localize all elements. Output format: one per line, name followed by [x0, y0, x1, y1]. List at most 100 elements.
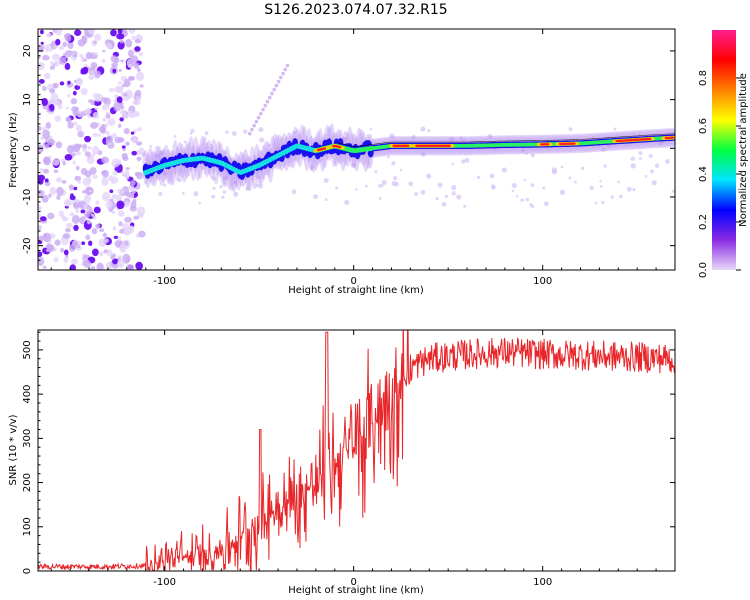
noise-dot — [47, 244, 55, 252]
noise-dot — [111, 133, 118, 139]
noise-dot — [120, 104, 125, 110]
noise-dot — [65, 228, 71, 233]
noise-dot — [105, 261, 114, 269]
noise-dot — [54, 115, 62, 122]
faint-dot — [543, 201, 549, 207]
noise-dot — [117, 236, 122, 242]
streak-dot — [259, 111, 263, 116]
noise-dot — [83, 202, 91, 212]
noise-dot — [101, 191, 111, 202]
noise-dot — [123, 114, 130, 119]
faint-dot — [222, 175, 228, 181]
noise-dot — [69, 264, 76, 270]
noise-dot — [128, 63, 133, 68]
noise-dot — [100, 97, 108, 103]
snr-x-tick-label: 0 — [350, 577, 356, 588]
snr-x-tick-label: 100 — [533, 577, 552, 588]
faint-dot — [487, 133, 493, 139]
noise-dot — [94, 70, 101, 78]
faint-dot — [461, 159, 466, 164]
faint-dot — [462, 138, 466, 143]
noise-dot — [114, 85, 123, 94]
faint-dot — [515, 195, 519, 198]
noise-dot — [134, 38, 141, 44]
streak-dot — [276, 79, 281, 84]
ridge-hot-core — [647, 137, 652, 141]
faint-dot — [211, 176, 216, 181]
noise-dot — [50, 92, 59, 103]
streak-dot — [263, 103, 268, 108]
noise-dot — [83, 108, 92, 115]
noise-dot — [80, 209, 86, 214]
snr-y-tick-label: 200 — [22, 473, 33, 492]
noise-dot — [38, 251, 43, 258]
noise-dot — [136, 127, 143, 132]
faint-dot — [381, 179, 387, 186]
noise-dot — [70, 258, 78, 265]
noise-dot — [117, 210, 125, 217]
noise-dot — [107, 118, 116, 126]
snr-line — [38, 330, 675, 571]
faint-dot — [560, 165, 564, 169]
faint-dot — [589, 185, 594, 190]
faint-dot — [141, 152, 146, 157]
ridge-hot-outer — [650, 136, 655, 141]
colorbar-tick-label: 0.6 — [698, 118, 709, 134]
faint-dot — [212, 186, 216, 190]
noise-dot — [125, 175, 130, 180]
noise-dot — [117, 41, 125, 50]
snr-y-tick-label: 0 — [22, 568, 33, 574]
faint-dot — [177, 177, 182, 183]
faint-dot — [324, 198, 328, 202]
colorbar-tick-label: 0.0 — [698, 262, 709, 278]
noise-dot — [102, 49, 106, 53]
faint-dot — [233, 191, 239, 197]
noise-dot — [92, 132, 98, 137]
noise-dot — [83, 194, 91, 204]
noise-dot — [116, 200, 125, 210]
noise-dot — [125, 39, 133, 48]
spectrogram-noise-region — [38, 29, 675, 270]
faint-dot — [632, 187, 636, 192]
faint-dot — [394, 181, 399, 187]
noise-dot — [121, 152, 128, 160]
faint-dot — [426, 173, 432, 179]
noise-dot — [71, 214, 80, 224]
noise-dot — [102, 117, 107, 122]
faint-dot — [374, 170, 378, 174]
noise-dot — [117, 81, 123, 85]
noise-dot — [50, 60, 54, 66]
faint-dot — [204, 131, 209, 136]
faint-dot — [644, 174, 648, 178]
faint-dot — [601, 200, 605, 205]
noise-dot — [72, 110, 79, 117]
faint-dot — [542, 186, 546, 190]
faint-dot — [318, 140, 322, 145]
colorbar-tick-label: 0.2 — [698, 214, 709, 230]
noise-dot — [112, 258, 119, 265]
noise-dot — [88, 74, 94, 81]
noise-dot — [101, 127, 105, 133]
noise-dot — [74, 29, 82, 36]
faint-dot — [559, 189, 566, 195]
spectrogram-ridge — [142, 123, 675, 193]
noise-dot — [113, 99, 118, 103]
noise-dot — [70, 98, 78, 105]
noise-dot — [117, 259, 125, 268]
noise-dot — [125, 141, 130, 146]
noise-dot — [82, 190, 87, 194]
noise-dot — [40, 216, 47, 222]
noise-dot — [94, 106, 99, 111]
faint-dot — [651, 180, 657, 186]
faint-dot — [599, 179, 602, 183]
noise-dot — [64, 33, 72, 42]
faint-dot — [183, 140, 188, 144]
noise-dot — [106, 249, 113, 257]
noise-dot — [38, 256, 45, 266]
noise-dot — [44, 178, 49, 183]
noise-dot — [128, 184, 135, 191]
noise-dot — [116, 96, 123, 104]
noise-dot — [70, 193, 74, 198]
noise-dot — [105, 130, 110, 136]
spectrogram-x-tick-label: -100 — [153, 276, 176, 287]
